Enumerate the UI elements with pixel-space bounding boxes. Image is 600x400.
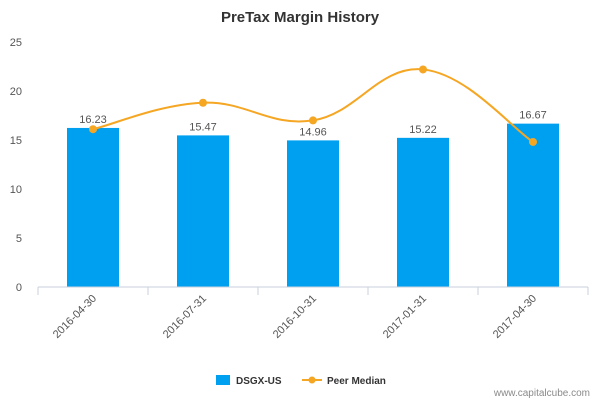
y-tick-label: 20 (10, 86, 22, 98)
bar-series-dsgx (67, 123, 559, 287)
chart-title: PreTax Margin History (221, 9, 380, 26)
peer-median-point-2016-07-31[interactable] (199, 98, 207, 107)
legend-swatch-dsgx (216, 375, 230, 385)
y-tick-label: 15 (10, 135, 22, 147)
y-tick-label: 5 (16, 233, 22, 245)
y-axis-ticks: 0 5 10 15 20 25 (10, 37, 22, 294)
peer-median-point-2017-04-30[interactable] (529, 137, 537, 146)
legend-label-peer-median: Peer Median (327, 376, 386, 387)
bar-value-label: 15.47 (189, 121, 217, 133)
x-axis: 2016-04-30 2016-07-31 2016-10-31 2017-01-31… (37, 286, 589, 341)
bar-value-label: 15.22 (409, 124, 437, 136)
watermark: www.capitalcube.com (493, 388, 590, 399)
y-tick-label: 25 (10, 37, 22, 49)
x-tick-label: 2016-10-31 (271, 293, 319, 341)
bar-value-label: 16.23 (79, 114, 107, 126)
bar-2017-01-31[interactable] (397, 137, 449, 287)
legend[interactable]: DSGX-US Peer Median (216, 375, 386, 387)
x-tick-label: 2016-07-31 (161, 293, 209, 341)
x-tick-label: 2017-04-30 (491, 293, 539, 341)
line-series-peer-median (89, 65, 537, 146)
bar-value-label: 16.67 (519, 110, 547, 122)
peer-median-point-2017-01-31[interactable] (419, 65, 427, 74)
bar-2016-07-31[interactable] (177, 135, 229, 287)
bar-2016-10-31[interactable] (287, 140, 339, 287)
x-tick-label: 2016-04-30 (51, 293, 99, 341)
peer-median-point-2016-10-31[interactable] (309, 116, 317, 125)
y-tick-label: 0 (16, 282, 22, 294)
x-tick-label: 2017-01-31 (381, 293, 429, 341)
bar-value-label: 14.96 (299, 126, 327, 138)
legend-swatch-peer-median-marker (308, 376, 316, 384)
bar-data-labels: 16.23 15.47 14.96 15.22 16.67 (79, 110, 547, 139)
bar-2016-04-30[interactable] (67, 127, 119, 287)
legend-label-dsgx: DSGX-US (236, 376, 282, 387)
peer-median-point-2016-04-30[interactable] (89, 125, 97, 134)
y-tick-label: 10 (10, 184, 22, 196)
bar-2017-04-30[interactable] (507, 123, 559, 287)
